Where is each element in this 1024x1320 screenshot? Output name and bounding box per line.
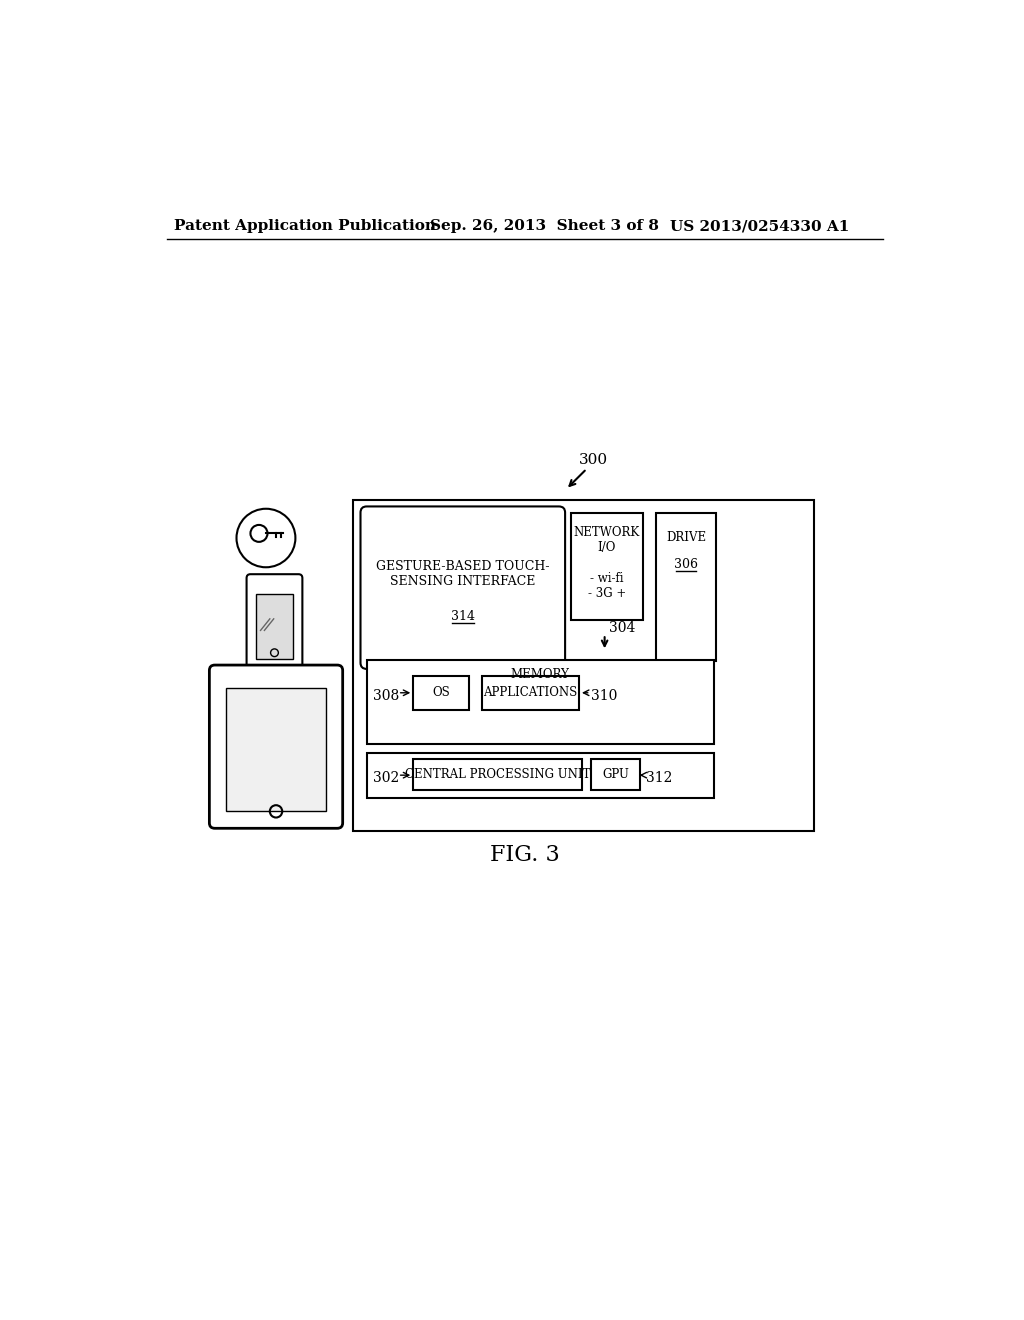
Text: FIG. 3: FIG. 3	[489, 845, 560, 866]
FancyBboxPatch shape	[482, 676, 579, 710]
FancyBboxPatch shape	[209, 665, 343, 829]
Text: NETWORK
I/O: NETWORK I/O	[573, 525, 640, 553]
FancyBboxPatch shape	[247, 574, 302, 668]
Text: Sep. 26, 2013  Sheet 3 of 8: Sep. 26, 2013 Sheet 3 of 8	[430, 219, 659, 234]
FancyBboxPatch shape	[571, 512, 643, 620]
Text: DRIVE: DRIVE	[666, 531, 707, 544]
Text: CENTRAL PROCESSING UNIT: CENTRAL PROCESSING UNIT	[404, 768, 591, 781]
Text: 304: 304	[608, 622, 635, 635]
Text: - wi-fi
- 3G +: - wi-fi - 3G +	[588, 572, 626, 599]
Text: GPU: GPU	[602, 768, 629, 781]
Text: Patent Application Publication: Patent Application Publication	[174, 219, 436, 234]
FancyBboxPatch shape	[367, 660, 714, 743]
Text: MEMORY: MEMORY	[511, 668, 569, 681]
FancyBboxPatch shape	[655, 512, 716, 661]
Text: 302: 302	[373, 771, 399, 785]
Text: GESTURE-BASED TOUCH-
SENSING INTERFACE: GESTURE-BASED TOUCH- SENSING INTERFACE	[376, 560, 550, 589]
FancyBboxPatch shape	[367, 752, 714, 797]
Text: OS: OS	[432, 686, 450, 700]
FancyBboxPatch shape	[256, 594, 293, 659]
Text: US 2013/0254330 A1: US 2013/0254330 A1	[671, 219, 850, 234]
Text: 306: 306	[674, 558, 698, 572]
FancyBboxPatch shape	[352, 499, 814, 830]
Text: 314: 314	[451, 610, 475, 623]
Text: 310: 310	[592, 689, 617, 702]
Text: APPLICATIONS: APPLICATIONS	[483, 686, 578, 700]
FancyBboxPatch shape	[592, 759, 640, 789]
FancyBboxPatch shape	[226, 688, 326, 812]
Text: 300: 300	[579, 453, 607, 467]
FancyBboxPatch shape	[414, 676, 469, 710]
Text: 312: 312	[646, 771, 672, 785]
FancyBboxPatch shape	[414, 759, 583, 789]
FancyBboxPatch shape	[360, 507, 565, 669]
Text: 308: 308	[373, 689, 399, 702]
